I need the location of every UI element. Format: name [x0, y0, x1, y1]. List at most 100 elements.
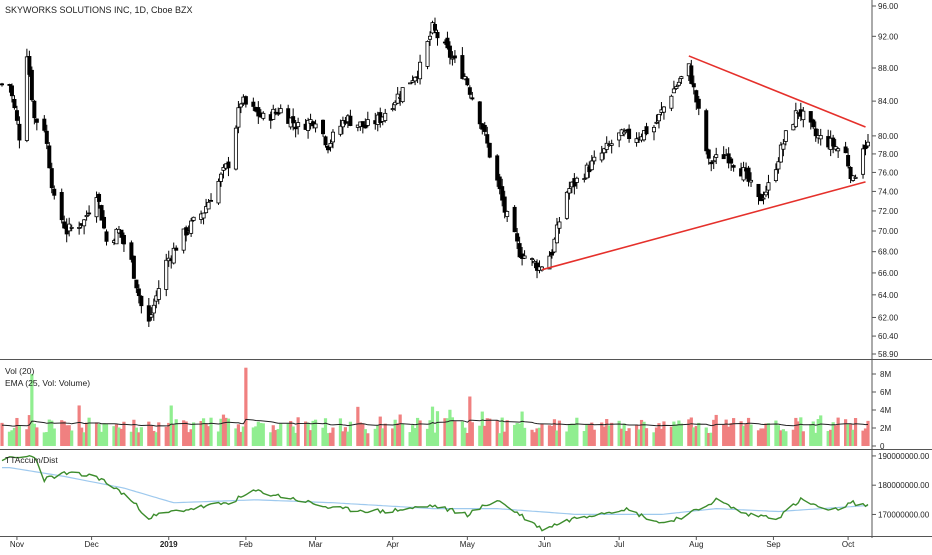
trendline	[541, 181, 866, 271]
candle-body	[515, 233, 520, 242]
candle-body	[477, 101, 482, 125]
candle-body	[338, 125, 343, 135]
price-axis-label: 66.00	[878, 269, 899, 278]
price-axis-label: 80.00	[878, 132, 899, 141]
volume-bar	[853, 418, 858, 446]
volume-bar	[0, 422, 4, 446]
volume-bar	[704, 427, 708, 446]
volume-bar	[816, 419, 820, 446]
volume-panel-title: Vol (20)	[5, 366, 35, 376]
price-axis-label: 84.00	[878, 97, 899, 106]
candle-body	[330, 131, 335, 143]
volume-bar	[513, 424, 517, 446]
volume-bar	[774, 420, 778, 446]
candle-body	[861, 148, 866, 175]
volume-bar	[358, 422, 362, 446]
volume-bar	[209, 417, 213, 446]
volume-bar	[722, 424, 726, 446]
candle-body	[156, 288, 161, 300]
indicator-axis-label: 190000000.00	[878, 452, 930, 461]
volume-bar	[572, 423, 576, 446]
volume-bar	[411, 425, 415, 446]
volume-bar	[627, 428, 631, 446]
volume-bar	[94, 422, 99, 446]
volume-bar	[463, 427, 467, 446]
candle-body	[766, 182, 771, 191]
candle-body	[836, 148, 841, 152]
volume-bar	[814, 432, 818, 446]
volume-bar	[522, 427, 527, 446]
candle-body	[552, 238, 557, 253]
candle-body	[236, 107, 241, 128]
volume-bar	[642, 421, 646, 446]
price-axis-label: 60.40	[878, 332, 899, 341]
candle-body	[27, 56, 32, 75]
candle-body	[495, 155, 500, 181]
candle-body	[42, 118, 47, 131]
candle-body	[321, 119, 326, 135]
volume-bar	[557, 420, 562, 446]
candle-body	[452, 55, 457, 59]
trendline	[688, 55, 866, 128]
volume-bar	[32, 423, 36, 446]
candle-body	[846, 155, 851, 167]
volume-bar	[428, 420, 432, 446]
volume-bar	[460, 421, 464, 446]
volume-bar	[65, 425, 69, 446]
volume-bar	[383, 423, 387, 446]
volume-bar	[848, 423, 853, 446]
volume-bar	[714, 414, 718, 446]
volume-bar	[834, 425, 838, 446]
volume-bar	[381, 428, 385, 446]
candle-body	[450, 57, 455, 60]
volume-bar	[87, 417, 91, 446]
candle-body	[104, 231, 109, 242]
candle-body	[634, 138, 639, 143]
candle-body	[102, 216, 107, 229]
volume-bar	[498, 433, 502, 446]
volume-bar	[801, 431, 805, 446]
volume-bar	[794, 417, 798, 446]
candle-body	[674, 86, 679, 89]
volume-bar	[313, 419, 318, 446]
volume-bar	[739, 421, 743, 446]
volume-bar	[303, 421, 308, 446]
candle-body	[642, 130, 647, 141]
volume-bar	[610, 422, 614, 446]
candle-body	[425, 41, 430, 67]
candle-body	[602, 148, 607, 154]
volume-bar	[861, 430, 865, 446]
volume-bar	[811, 421, 815, 446]
candle-body	[413, 76, 418, 82]
candle-body	[549, 251, 554, 256]
volume-bar	[122, 421, 126, 446]
volume-bar	[634, 424, 639, 446]
candle-body	[233, 127, 238, 170]
candle-body	[622, 131, 627, 135]
candle-body	[44, 130, 49, 144]
price-axis-label: 76.00	[878, 168, 899, 177]
candle-body	[791, 124, 796, 131]
volume-bar	[620, 428, 624, 446]
volume-bar	[356, 406, 360, 446]
candle-body	[206, 201, 211, 210]
volume-bar	[45, 432, 49, 446]
candle-body	[323, 136, 328, 146]
candle-body	[209, 199, 214, 202]
candle-body	[704, 110, 709, 152]
candle-body	[557, 221, 562, 229]
candle-body	[418, 61, 423, 80]
candle-body	[694, 90, 699, 103]
candle-body	[189, 220, 194, 234]
candle-body	[151, 304, 156, 314]
candle-body	[726, 153, 731, 164]
volume-bar	[600, 422, 604, 446]
candle-body	[761, 197, 766, 200]
volume-bar	[503, 431, 507, 446]
candle-body	[801, 110, 806, 121]
candle-body	[589, 160, 594, 171]
volume-bar	[863, 428, 868, 446]
volume-bar	[401, 423, 405, 446]
